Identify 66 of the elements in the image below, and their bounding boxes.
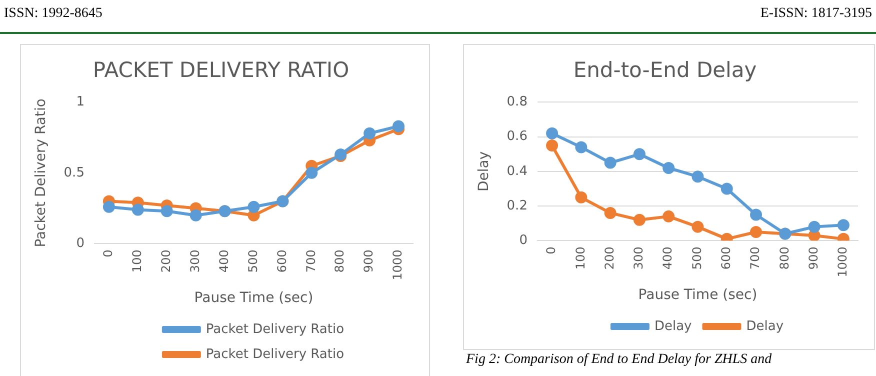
x-tick-label: 500 bbox=[690, 246, 704, 270]
x-tick-label: 900 bbox=[362, 250, 376, 273]
x-tick-label: 500 bbox=[246, 250, 260, 273]
x-axis-title: Pause Time (sec) bbox=[194, 290, 314, 306]
chart-title: PACKET DELIVERY RATIO bbox=[92, 58, 350, 82]
point bbox=[102, 200, 115, 213]
point bbox=[160, 205, 173, 218]
legend-label: Packet Delivery Ratio bbox=[206, 346, 344, 362]
x-tick-label: 100 bbox=[573, 246, 588, 270]
point bbox=[837, 219, 850, 232]
point bbox=[190, 209, 202, 222]
x-tick-label: 300 bbox=[188, 250, 202, 273]
x-tick-label: 200 bbox=[602, 246, 616, 270]
y-tick-label: 0.5 bbox=[64, 165, 84, 180]
point bbox=[692, 170, 704, 183]
point bbox=[364, 127, 376, 140]
y-axis-title: Delay bbox=[476, 151, 492, 192]
y-tick-label: 1 bbox=[76, 94, 84, 110]
point bbox=[750, 208, 762, 221]
x-tick-label: 800 bbox=[777, 246, 792, 270]
point bbox=[633, 214, 646, 226]
x-axis-title: Pause Time (sec) bbox=[638, 287, 758, 304]
x-tick-label: 1000 bbox=[390, 250, 405, 280]
x-tick-label: 600 bbox=[719, 246, 733, 270]
point bbox=[546, 139, 558, 152]
point bbox=[750, 226, 762, 238]
point bbox=[392, 120, 405, 132]
point bbox=[546, 127, 558, 140]
x-tick-label: 800 bbox=[332, 250, 347, 273]
point bbox=[692, 220, 704, 233]
x-tick-label: 1000 bbox=[836, 246, 850, 278]
point bbox=[306, 166, 318, 179]
chart-title: End-to-End Delay bbox=[573, 58, 757, 82]
point bbox=[604, 156, 616, 169]
point bbox=[633, 148, 646, 160]
x-tick-label: 600 bbox=[274, 250, 289, 273]
y-tick-label: 0.6 bbox=[506, 129, 528, 144]
x-tick-label: 200 bbox=[158, 250, 173, 273]
point bbox=[575, 141, 588, 154]
x-tick-label: 400 bbox=[216, 250, 231, 273]
x-tick-label: 100 bbox=[130, 250, 144, 273]
y-axis-title: Packet Delivery Ratio bbox=[33, 98, 50, 248]
caption: Fig 2: Comparison of End to End Delay for ZHLS and bbox=[466, 352, 772, 368]
point bbox=[575, 191, 588, 204]
legend-label: Packet Delivery Ratio bbox=[206, 322, 344, 337]
x-tick-label: 0 bbox=[544, 246, 558, 254]
x-tick-label: 700 bbox=[748, 246, 762, 270]
y-tick-label: 0.4 bbox=[506, 164, 528, 179]
x-tick-label: 700 bbox=[304, 250, 318, 273]
point bbox=[662, 162, 675, 174]
point bbox=[132, 204, 144, 216]
point bbox=[662, 210, 675, 222]
text: ISSN: 1992-8645 bbox=[4, 6, 102, 22]
point bbox=[248, 200, 260, 213]
x-tick-label: 300 bbox=[632, 246, 646, 270]
text: E-ISSN: 1817-3195 bbox=[760, 6, 872, 22]
x-tick-label: 0 bbox=[101, 250, 116, 258]
legend-label: Delay bbox=[746, 318, 784, 334]
x-tick-label: 400 bbox=[660, 246, 675, 270]
point bbox=[604, 206, 616, 219]
y-tick-label: 0.8 bbox=[506, 94, 528, 110]
point bbox=[720, 182, 733, 195]
y-tick-label: 0.2 bbox=[506, 198, 528, 214]
point bbox=[808, 220, 820, 233]
x-tick-label: 900 bbox=[806, 246, 820, 270]
legend-label: Delay bbox=[654, 318, 692, 334]
